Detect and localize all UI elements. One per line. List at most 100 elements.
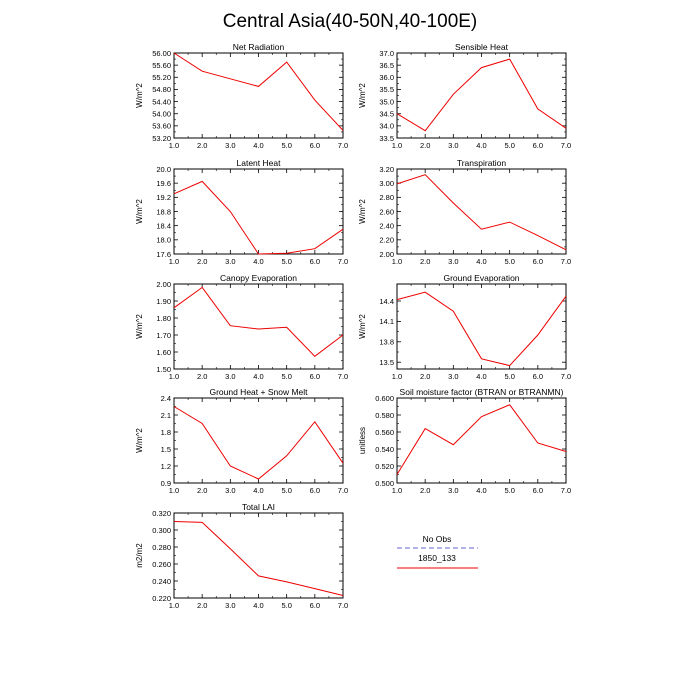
- x-tick-label: 7.0: [338, 257, 348, 266]
- x-tick-label: 7.0: [561, 141, 571, 150]
- x-tick-label: 2.0: [420, 372, 430, 381]
- y-tick-label: 0.580: [375, 411, 394, 420]
- x-tick-label: 6.0: [310, 372, 320, 381]
- y-tick-label: 1.50: [156, 365, 171, 374]
- x-tick-label: 1.0: [169, 257, 179, 266]
- panel-latent-heat: Latent Heat 1.0 2.0 3.0 4.0 5.0 6.0 7.0 17.6 18.0…: [135, 158, 348, 266]
- panel-sensible-heat: Sensible Heat 1.0 2.0 3.0 4.0 5.0 6.0 7.0 33.5 34…: [358, 42, 571, 150]
- x-tick-label: 7.0: [338, 141, 348, 150]
- x-tick-label: 5.0: [281, 141, 291, 150]
- x-tick-label: 4.0: [476, 486, 486, 495]
- y-tick-label: 34.5: [379, 110, 394, 119]
- y-tick-label: 2.00: [156, 280, 171, 289]
- x-tick-label: 1.0: [392, 372, 402, 381]
- x-tick-label: 3.0: [225, 601, 235, 610]
- x-tick-label: 4.0: [253, 601, 263, 610]
- legend-label-1850-133: 1850_133: [418, 553, 456, 563]
- x-tick-label: 2.0: [420, 486, 430, 495]
- y-tick-label: 14.1: [379, 317, 394, 326]
- x-tick-label: 7.0: [338, 601, 348, 610]
- y-tick-label: 13.8: [379, 338, 394, 347]
- x-tick-label: 5.0: [281, 372, 291, 381]
- y-tick-label: 19.6: [156, 179, 171, 188]
- x-tick-label: 4.0: [476, 257, 486, 266]
- panel-transpiration: Transpiration 1.0 2.0 3.0 4.0 5.0 6.0 7.0 2.00 2.…: [358, 158, 571, 266]
- panel-frame: [396, 168, 567, 255]
- x-tick-label: 5.0: [281, 601, 291, 610]
- x-tick-label: 6.0: [310, 486, 320, 495]
- x-tick-label: 5.0: [281, 257, 291, 266]
- panel-canopy-evaporation: Canopy Evaporation 1.0 2.0 3.0 4.0 5.0 6.0 7.0 1…: [135, 273, 348, 381]
- panel-title: Latent Heat: [237, 158, 282, 168]
- y-tick-label: 3.20: [379, 165, 394, 174]
- y-tick-label: 2.40: [379, 221, 394, 230]
- y-tick-label: 35.5: [379, 85, 394, 94]
- x-tick-label: 4.0: [253, 257, 263, 266]
- y-tick-label: 18.8: [156, 207, 171, 216]
- x-tick-label: 1.0: [392, 486, 402, 495]
- y-tick-label: 53.20: [152, 134, 171, 143]
- y-tick-label: 37.0: [379, 49, 394, 58]
- y-axis-label: unitless: [358, 427, 367, 454]
- x-tick-label: 3.0: [448, 257, 458, 266]
- x-tick-label: 4.0: [476, 372, 486, 381]
- y-tick-label: 0.280: [152, 543, 171, 552]
- x-tick-label: 6.0: [310, 257, 320, 266]
- legend-label-no-obs: No Obs: [423, 534, 452, 544]
- y-tick-label: 13.5: [379, 358, 394, 367]
- y-axis-label: W/m^2: [135, 83, 144, 108]
- y-tick-label: 0.300: [152, 526, 171, 535]
- y-axis-label: W/m^2: [135, 314, 144, 339]
- y-tick-label: 0.240: [152, 577, 171, 586]
- y-tick-label: 2.60: [379, 207, 394, 216]
- y-tick-label: 1.8: [161, 428, 171, 437]
- y-tick-label: 19.2: [156, 193, 171, 202]
- panel-frame: [173, 168, 344, 255]
- x-tick-label: 2.0: [197, 601, 207, 610]
- panel-frame: [396, 397, 567, 484]
- y-tick-label: 3.00: [379, 179, 394, 188]
- x-tick-label: 2.0: [197, 486, 207, 495]
- y-tick-label: 14.4: [379, 297, 394, 306]
- y-axis-label: W/m^2: [135, 199, 144, 224]
- x-tick-label: 7.0: [338, 372, 348, 381]
- x-tick-label: 3.0: [225, 141, 235, 150]
- x-tick-label: 2.0: [420, 141, 430, 150]
- x-tick-label: 6.0: [310, 601, 320, 610]
- panel-title: Soil moisture factor (BTRAN or BTRANMN): [400, 387, 564, 397]
- y-axis-label: W/m^2: [358, 83, 367, 108]
- x-tick-label: 7.0: [561, 372, 571, 381]
- y-tick-label: 0.260: [152, 560, 171, 569]
- x-tick-label: 7.0: [561, 486, 571, 495]
- series-line-1850-133: [173, 521, 344, 596]
- x-tick-label: 1.0: [169, 141, 179, 150]
- x-tick-label: 3.0: [225, 486, 235, 495]
- x-tick-label: 5.0: [281, 486, 291, 495]
- y-tick-label: 36.5: [379, 61, 394, 70]
- panel-frame: [173, 283, 344, 370]
- panel-frame: [173, 397, 344, 484]
- panel-frame: [396, 52, 567, 139]
- y-tick-label: 0.560: [375, 428, 394, 437]
- x-tick-label: 1.0: [392, 141, 402, 150]
- y-tick-label: 1.70: [156, 331, 171, 340]
- x-tick-label: 1.0: [169, 372, 179, 381]
- panel-title: Transpiration: [457, 158, 507, 168]
- y-tick-label: 35.0: [379, 97, 394, 106]
- y-tick-label: 0.320: [152, 509, 171, 518]
- series-line-1850-133: [396, 58, 567, 132]
- x-tick-label: 5.0: [504, 486, 514, 495]
- x-tick-label: 5.0: [504, 141, 514, 150]
- x-tick-label: 3.0: [448, 486, 458, 495]
- y-tick-label: 33.5: [379, 134, 394, 143]
- y-tick-label: 54.00: [152, 110, 171, 119]
- x-tick-label: 3.0: [225, 372, 235, 381]
- x-tick-label: 3.0: [225, 257, 235, 266]
- panel-title: Net Radiation: [233, 42, 285, 52]
- x-tick-label: 3.0: [448, 141, 458, 150]
- y-tick-label: 2.80: [379, 193, 394, 202]
- y-tick-label: 2.00: [379, 250, 394, 259]
- x-tick-label: 7.0: [338, 486, 348, 495]
- y-tick-label: 34.0: [379, 122, 394, 131]
